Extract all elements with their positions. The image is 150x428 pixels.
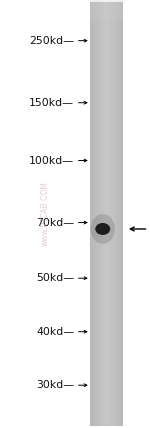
Bar [101, 2, 102, 426]
Text: 100kd—: 100kd— [29, 155, 74, 166]
Text: 30kd—: 30kd— [36, 380, 74, 390]
Bar [116, 2, 117, 426]
Bar [100, 2, 101, 426]
Bar [112, 2, 113, 426]
Bar [118, 2, 119, 426]
Bar [115, 2, 116, 426]
Bar [119, 2, 120, 426]
Bar [106, 2, 107, 426]
Bar [93, 2, 94, 426]
Bar [90, 2, 91, 426]
Bar [105, 2, 106, 426]
Bar [109, 2, 110, 426]
Bar [90, 0, 123, 21]
Text: 50kd—: 50kd— [36, 273, 74, 283]
Bar [95, 2, 96, 426]
Text: www.PTCAB.COM: www.PTCAB.COM [40, 181, 50, 247]
Bar [96, 2, 97, 426]
Bar [117, 2, 118, 426]
Ellipse shape [91, 214, 115, 244]
Ellipse shape [95, 223, 110, 235]
Bar [120, 2, 121, 426]
Bar [104, 2, 105, 426]
Text: 250kd—: 250kd— [29, 36, 74, 46]
Bar [91, 2, 92, 426]
Bar [97, 2, 98, 426]
Bar [92, 2, 93, 426]
Bar [108, 2, 109, 426]
Bar [122, 2, 123, 426]
Bar [98, 2, 99, 426]
Bar [107, 2, 108, 426]
Bar [121, 2, 122, 426]
Bar [111, 2, 112, 426]
Bar [102, 2, 103, 426]
Bar [110, 2, 111, 426]
Text: 150kd—: 150kd— [29, 98, 74, 108]
Bar [99, 2, 100, 426]
Text: 40kd—: 40kd— [36, 327, 74, 337]
Bar [103, 2, 104, 426]
Bar [94, 2, 95, 426]
Text: 70kd—: 70kd— [36, 217, 74, 228]
Bar [113, 2, 114, 426]
Bar [114, 2, 115, 426]
